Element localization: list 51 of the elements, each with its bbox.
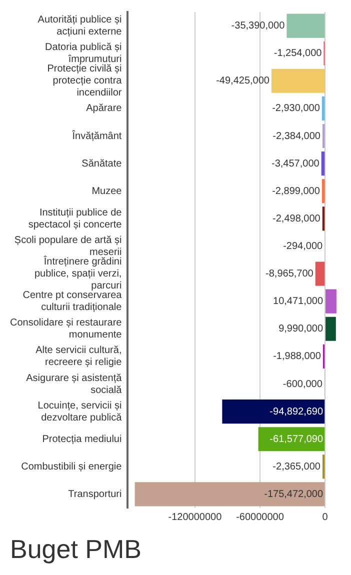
data-label: -61,577,090 xyxy=(270,434,324,445)
text: Buget PMB xyxy=(9,534,143,565)
x-tick-label: -60000000 xyxy=(236,512,284,523)
data-label: -1,254,000 xyxy=(274,48,322,60)
y-tick-label: Consolidare și restaurare monumente xyxy=(10,318,122,341)
y-tick-label: Datoria publică și împrumuturi xyxy=(45,42,122,66)
data-label: -2,498,000 xyxy=(272,213,321,224)
y-tick-label: Învățământ xyxy=(71,130,122,142)
bar xyxy=(315,262,325,286)
y-tick-label: Apărare xyxy=(86,103,122,114)
data-label: -1,988,000 xyxy=(273,351,322,362)
bar xyxy=(271,68,325,93)
data-label: -2,899,000 xyxy=(272,186,320,197)
bar xyxy=(321,152,325,176)
y-tick-label: Asigurare și asistență socială xyxy=(26,372,122,396)
x-tick-label: 0 xyxy=(322,512,328,523)
x-tick-label: -120000000 xyxy=(168,512,222,523)
bar xyxy=(322,96,325,120)
bar xyxy=(326,289,336,314)
y-tick-label: Instituții publice de spectacol și concerte xyxy=(28,207,122,230)
bar xyxy=(222,400,325,424)
data-label: 10,471,000 xyxy=(273,296,324,308)
y-tick-label: Protecția mediului xyxy=(42,434,122,445)
y-tick-label: Combustibili și energie xyxy=(21,461,122,472)
bar xyxy=(322,206,325,231)
bar xyxy=(322,179,325,204)
data-label: -94,892,690 xyxy=(270,406,324,418)
data-label: -3,457,000 xyxy=(271,158,320,170)
y-tick-label: Protecție civilă și protecție contra incendiilor xyxy=(47,64,122,99)
data-label: -600,000 xyxy=(282,378,323,390)
y-tick-label: Alte servicii cultură, recreere și religie xyxy=(36,345,122,368)
bar xyxy=(322,124,325,148)
y-tick-label: Transporturi xyxy=(68,488,122,500)
bar xyxy=(286,14,325,38)
data-label: -2,365,000 xyxy=(272,461,321,472)
y-tick-label: Întreținere grădini publice, spații verzi, parcuri xyxy=(34,256,122,292)
y-tick-label: Autorități publice și acțiuni externe xyxy=(38,14,122,38)
y-tick-label: Locuințe, servicii și dezvoltare publică xyxy=(38,400,122,424)
data-label: -2,930,000 xyxy=(272,103,320,114)
data-label: -49,425,000 xyxy=(216,76,270,87)
data-label: -294,000 xyxy=(283,240,324,252)
y-tick-label: Centre pt conservarea culturii tradiționale xyxy=(22,290,122,314)
data-label: -175,472,000 xyxy=(264,488,324,500)
bar xyxy=(134,482,325,506)
data-label: -35,390,000 xyxy=(231,20,286,32)
data-label: -2,384,000 xyxy=(272,130,321,142)
y-tick-label: Muzee xyxy=(92,186,122,197)
data-label: 9,990,000 xyxy=(278,324,324,335)
bar xyxy=(326,316,336,341)
data-label: -8,965,700 xyxy=(266,268,314,280)
y-tick-label: Sănătate xyxy=(82,158,122,170)
